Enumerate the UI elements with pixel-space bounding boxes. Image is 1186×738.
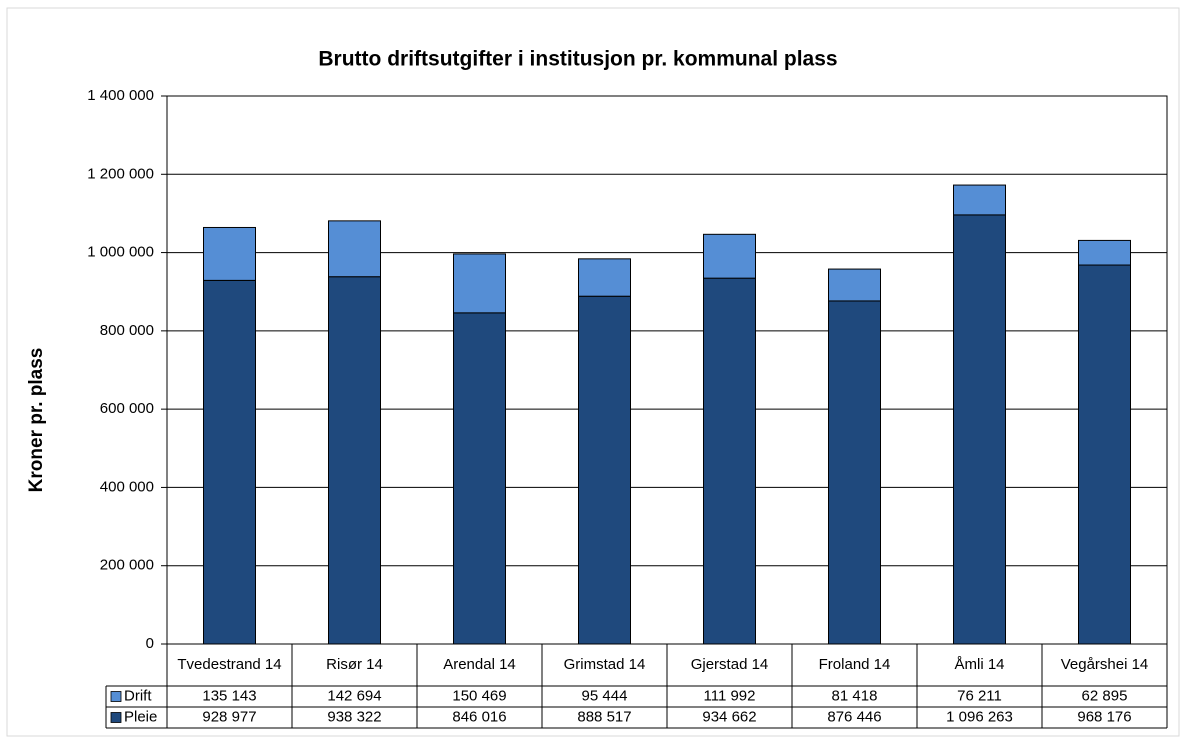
table-value: 888 517 [577, 708, 631, 725]
table-value: 846 016 [452, 708, 506, 725]
category-label: Arendal 14 [443, 656, 516, 673]
legend-label: Pleie [124, 708, 157, 725]
category-label: Vegårshei 14 [1061, 656, 1149, 673]
category-label: Gjerstad 14 [691, 656, 769, 673]
legend-label: Drift [124, 687, 152, 704]
bar-segment [953, 214, 1006, 645]
y-tick-label: 0 [146, 635, 154, 652]
table-value: 1 096 263 [946, 708, 1013, 725]
bar-segment [328, 276, 381, 645]
table-value: 95 444 [582, 687, 628, 704]
bar-segment [453, 253, 506, 314]
table-value: 928 977 [202, 708, 256, 725]
table-value: 81 418 [832, 687, 878, 704]
y-tick-label: 1 000 000 [87, 244, 154, 261]
category-label: Froland 14 [819, 656, 891, 673]
legend-swatch [110, 691, 122, 702]
bar-segment [1078, 264, 1131, 645]
y-tick-label: 600 000 [100, 400, 154, 417]
table-value: 135 143 [202, 687, 256, 704]
category-label: Grimstad 14 [564, 656, 646, 673]
category-label: Risør 14 [326, 656, 383, 673]
bar-segment [828, 268, 881, 302]
chart-border [6, 7, 1180, 737]
y-tick-label: 400 000 [100, 478, 154, 495]
bar-segment [1078, 239, 1131, 266]
category-label: Åmli 14 [954, 656, 1004, 673]
y-tick-label: 200 000 [100, 557, 154, 574]
table-value: 150 469 [452, 687, 506, 704]
bar-segment [328, 220, 381, 278]
bar-segment [703, 233, 756, 279]
table-value: 142 694 [327, 687, 381, 704]
bar-segment [703, 277, 756, 645]
bar-segment [578, 295, 631, 645]
bar-segment [828, 300, 881, 645]
bar-segment [203, 279, 256, 645]
category-label: Tvedestrand 14 [177, 656, 281, 673]
table-value: 938 322 [327, 708, 381, 725]
y-tick-label: 800 000 [100, 322, 154, 339]
table-value: 111 992 [704, 687, 756, 704]
bar-segment [953, 184, 1006, 216]
table-value: 968 176 [1077, 708, 1131, 725]
table-value: 62 895 [1082, 687, 1128, 704]
table-value: 876 446 [827, 708, 881, 725]
plot-frame [166, 95, 1168, 645]
bar-segment [203, 226, 256, 281]
chart-title: Brutto driftsutgifter i institusjon pr. … [318, 48, 837, 71]
table-value: 934 662 [702, 708, 756, 725]
bar-segment [578, 258, 631, 297]
y-tick-label: 1 200 000 [87, 165, 154, 182]
y-tick-label: 1 400 000 [87, 87, 154, 104]
table-value: 76 211 [957, 687, 1002, 704]
legend-swatch [110, 712, 122, 723]
bar-segment [453, 312, 506, 645]
y-axis-title: Kroner pr. plass [26, 348, 47, 493]
